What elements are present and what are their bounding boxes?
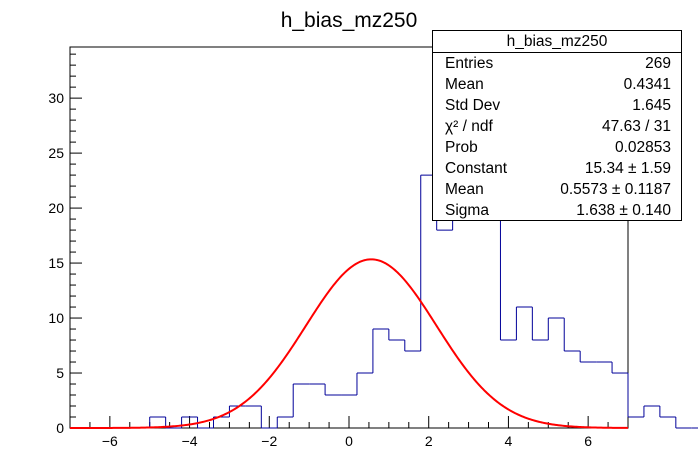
stats-row-std-dev: Std Dev 1.645 bbox=[433, 95, 681, 116]
stats-value: 0.5573 ± 0.1187 bbox=[560, 181, 671, 198]
stats-row-constant: Constant 15.34 ± 1.59 bbox=[433, 158, 681, 179]
stats-row-sigma: Sigma 1.638 ± 0.140 bbox=[433, 200, 681, 221]
stats-label: Sigma bbox=[445, 202, 489, 219]
stats-value: 15.34 ± 1.59 bbox=[584, 160, 671, 177]
x-tick-label: −2 bbox=[261, 433, 277, 449]
stats-row-mean: Mean 0.4341 bbox=[433, 74, 681, 95]
y-tick-label: 25 bbox=[48, 145, 64, 161]
stats-value: 269 bbox=[645, 55, 671, 72]
x-tick-label: 2 bbox=[425, 433, 433, 449]
stats-value: 1.638 ± 0.140 bbox=[576, 202, 671, 219]
stats-label: Mean bbox=[445, 181, 484, 198]
stats-box: h_bias_mz250 Entries 269 Mean 0.4341 Std… bbox=[432, 30, 682, 221]
stats-label: Mean bbox=[445, 76, 484, 93]
y-tick-label: 30 bbox=[48, 90, 64, 106]
stats-value: 1.645 bbox=[632, 97, 671, 114]
gaussian-fit-curve bbox=[70, 258, 629, 429]
stats-row-entries: Entries 269 bbox=[433, 53, 681, 74]
y-tick-label: 10 bbox=[48, 310, 64, 326]
x-tick-label: −6 bbox=[102, 433, 118, 449]
stats-value: 0.02853 bbox=[614, 139, 671, 156]
y-tick-label: 0 bbox=[56, 420, 64, 436]
y-tick-label: 15 bbox=[48, 255, 64, 271]
stats-row-prob: Prob 0.02853 bbox=[433, 137, 681, 158]
x-axis: −6 −4 −2 0 2 4 6 bbox=[69, 416, 629, 449]
stats-label: Std Dev bbox=[445, 97, 501, 114]
stats-row-chi2: χ² / ndf 47.63 / 31 bbox=[433, 116, 681, 137]
stats-label: Prob bbox=[445, 139, 478, 156]
gaussian-fit-series bbox=[70, 258, 629, 429]
stats-label: Constant bbox=[445, 160, 508, 177]
y-axis: 0 5 10 15 20 25 30 bbox=[48, 53, 82, 436]
x-tick-label: −4 bbox=[182, 433, 198, 449]
x-tick-label: 0 bbox=[345, 433, 353, 449]
stats-title: h_bias_mz250 bbox=[433, 31, 681, 53]
y-tick-label: 20 bbox=[48, 200, 64, 216]
x-tick-label: 6 bbox=[584, 433, 592, 449]
stats-value: 47.63 / 31 bbox=[602, 118, 671, 135]
stats-value: 0.4341 bbox=[623, 76, 671, 93]
y-tick-label: 5 bbox=[56, 365, 64, 381]
x-tick-label: 4 bbox=[505, 433, 513, 449]
stats-row-fit-mean: Mean 0.5573 ± 0.1187 bbox=[433, 179, 681, 200]
stats-label: Entries bbox=[445, 55, 494, 72]
chart-title: h_bias_mz250 bbox=[281, 9, 418, 32]
stats-label: χ² / ndf bbox=[445, 118, 493, 135]
